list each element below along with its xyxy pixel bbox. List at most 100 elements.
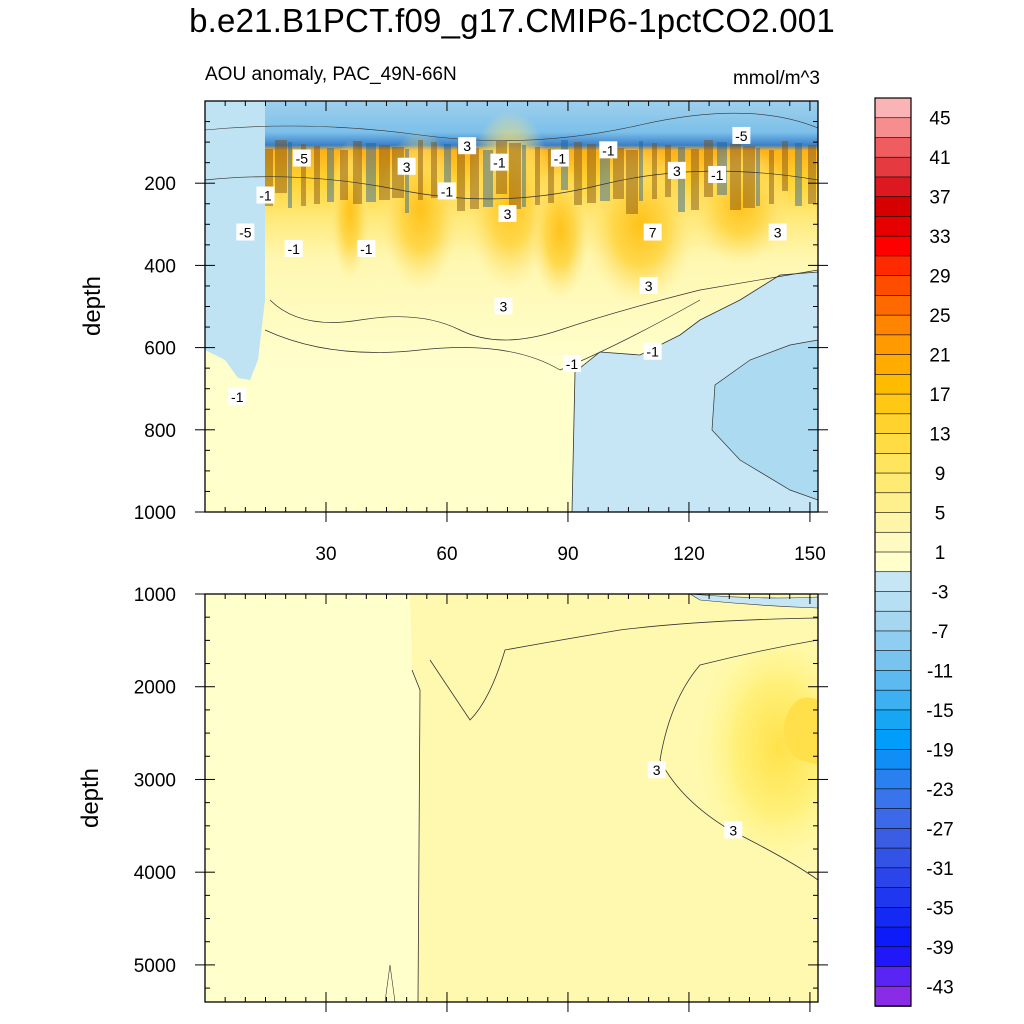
- contour-label-text: -5: [239, 225, 252, 241]
- negative-anomaly-core: [711, 339, 818, 501]
- sharp-gradient-streak: [457, 146, 465, 211]
- contour-label: 3: [724, 821, 743, 839]
- sharp-gradient-streak: [353, 141, 362, 204]
- chart-title: b.e21.B1PCT.f09_g17.CMIP6-1pctCO2.001: [189, 2, 835, 39]
- contour-label-background: [667, 161, 686, 179]
- contour-label-background: [768, 223, 787, 241]
- contour-label-text: 3: [729, 822, 737, 838]
- colorbar-swatch: [874, 216, 912, 237]
- colorbar-swatch: [874, 334, 912, 356]
- colorbar-label: -31: [926, 859, 953, 880]
- colorbar-swatch: [874, 531, 912, 553]
- colorbar-frame: [874, 97, 912, 1007]
- colorbar: 45 41 37 33 29 25 21 17 13 9 5 1 -3 -7 -11 -15 -19 -23 -27…: [874, 97, 954, 1007]
- colorbar-swatch: [874, 650, 912, 672]
- colorbar-swatch: [874, 453, 912, 474]
- sharp-gradient-streak: [743, 146, 755, 208]
- y-tick-label: 1000: [134, 503, 176, 524]
- contour-label: 3: [458, 137, 477, 155]
- colorbar-swatch: [874, 847, 912, 869]
- contour-label: -1: [228, 387, 247, 405]
- contour-label: 3: [639, 276, 658, 294]
- y-tick-label: 5000: [134, 956, 176, 977]
- sharp-gradient-streak: [262, 149, 273, 206]
- contour-label: 3: [397, 157, 416, 175]
- positive-anomaly-peak: [784, 697, 818, 765]
- chart-subtitle: AOU anomaly, PAC_49N-66N: [205, 64, 457, 85]
- sharp-gradient-streak: [366, 143, 376, 202]
- colorbar-swatch: [874, 156, 912, 178]
- sharp-gradient-streak: [548, 149, 554, 203]
- contour-label-text: -1: [259, 188, 272, 204]
- colorbar-swatch: [874, 393, 912, 415]
- contour-label: -5: [236, 223, 255, 241]
- contour-label: -1: [708, 165, 727, 183]
- sharp-gradient-streak: [678, 147, 685, 212]
- contour-label-text: -1: [711, 167, 724, 183]
- top-panel-field: -1 -5 -1 -1 -5 -1 3 -1 3 -1 3 3 -1 -1 -1 3 -1 7 3 -1 -5 3: [205, 101, 818, 512]
- contour-label-background: [639, 276, 658, 294]
- contour-label: 3: [498, 205, 517, 223]
- contour-label-background: [708, 165, 727, 183]
- sharp-gradient-streak: [327, 148, 334, 202]
- contour-label-text: -1: [441, 183, 454, 199]
- colorbar-swatch: [874, 374, 912, 395]
- colorbar-swatch: [874, 867, 912, 889]
- contour-label-background: [284, 239, 303, 257]
- contour-label-text: 7: [649, 225, 657, 241]
- colorbar-swatch: [874, 689, 912, 711]
- y-tick-label: 2000: [134, 678, 176, 699]
- sharp-gradient-streak: [314, 146, 320, 204]
- colorbar-swatch: [874, 887, 912, 909]
- contour-label-background: [732, 126, 751, 144]
- bottom-weak-anomaly-region: [205, 594, 420, 1002]
- contour-label-background: [498, 205, 517, 223]
- contour-label-background: [643, 342, 662, 360]
- colorbar-swatch: [874, 788, 912, 810]
- colorbar-swatch: [874, 295, 912, 316]
- bottom-panel-field: 33: [205, 594, 818, 1002]
- contour-label-text: 3: [673, 163, 681, 179]
- x-tick-label: 30: [315, 544, 336, 565]
- contour-label-text: -1: [231, 389, 244, 405]
- warm-anomaly-patch: [585, 145, 695, 305]
- colorbar-swatch: [874, 512, 912, 534]
- colorbar-swatch: [874, 729, 912, 751]
- contour-label-background: [550, 149, 569, 167]
- top-y-axis-label: depth: [79, 276, 106, 336]
- colorbar-label: 9: [935, 464, 946, 485]
- colorbar-swatch: [874, 926, 912, 948]
- bottom-y-axis-label: depth: [77, 768, 104, 828]
- contour-label-text: 3: [504, 206, 512, 222]
- x-tick-label: 150: [794, 544, 826, 565]
- y-tick-label: 3000: [134, 770, 176, 791]
- colorbar-swatch: [874, 235, 912, 257]
- colorbar-swatch: [874, 255, 912, 277]
- colorbar-swatch: [874, 768, 912, 790]
- colorbar-swatch: [874, 176, 912, 198]
- contour-label: -1: [643, 342, 662, 360]
- sharp-gradient-streak: [405, 149, 409, 213]
- sharp-gradient-streak: [444, 144, 451, 196]
- colorbar-swatch: [874, 907, 912, 928]
- y-tick-label: 600: [144, 339, 176, 360]
- colorbar-swatch: [874, 472, 912, 494]
- sharp-gradient-streak: [652, 143, 657, 199]
- contour-label-background: [397, 157, 416, 175]
- colorbar-label: 41: [929, 148, 950, 169]
- contour-label-background: [647, 761, 666, 779]
- warm-anomaly-patch: [330, 140, 370, 280]
- contour-label-text: -1: [602, 142, 615, 158]
- contour-label-text: -1: [566, 356, 579, 372]
- colorbar-label: 29: [929, 267, 950, 288]
- sharp-gradient-streak: [431, 142, 437, 198]
- y-tick-label: 200: [144, 174, 176, 195]
- contour-line: [264, 299, 701, 371]
- contour-label: -1: [599, 141, 618, 159]
- colorbar-swatch: [874, 275, 912, 297]
- sharp-gradient-streak: [470, 148, 479, 209]
- sharp-gradient-streak: [574, 142, 582, 205]
- contour-label: 3: [667, 161, 686, 179]
- contour-label: -1: [562, 355, 581, 373]
- colorbar-label: -27: [926, 819, 953, 840]
